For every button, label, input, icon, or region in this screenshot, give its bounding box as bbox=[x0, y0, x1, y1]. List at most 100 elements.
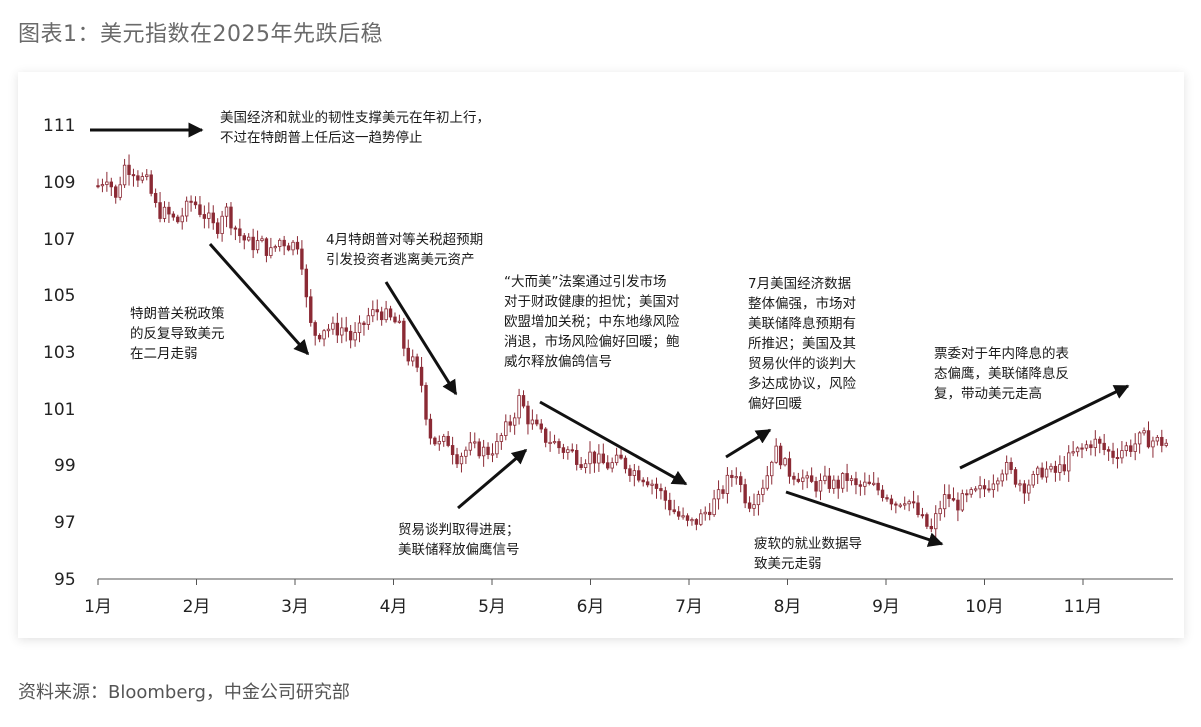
x-tick-label: 11月 bbox=[1064, 597, 1103, 617]
candle-body bbox=[322, 330, 326, 340]
candle-body bbox=[273, 246, 277, 249]
candle-body bbox=[477, 441, 481, 457]
candle-body bbox=[229, 206, 233, 229]
candle-body bbox=[969, 489, 973, 495]
candle-body bbox=[778, 445, 783, 466]
candle-body bbox=[145, 174, 149, 177]
candle-body bbox=[220, 215, 224, 234]
chart-canvas: 95 97 99 101 103 105 107 109 111 1月 2月 3月 4… bbox=[43, 116, 1173, 617]
candle-body bbox=[840, 473, 845, 489]
candle-body bbox=[1009, 461, 1013, 471]
candle-body bbox=[614, 454, 619, 464]
candle-body bbox=[619, 454, 623, 459]
candle-body bbox=[96, 185, 100, 188]
candle-body bbox=[543, 428, 548, 443]
candle-body bbox=[348, 330, 353, 341]
candle-body bbox=[344, 327, 348, 332]
candle-body bbox=[300, 248, 304, 270]
candle-body bbox=[597, 453, 601, 464]
candle-body bbox=[331, 322, 335, 330]
candle-body bbox=[978, 485, 982, 490]
candlestick-series bbox=[96, 154, 1168, 539]
candle-body bbox=[1000, 473, 1004, 482]
candle-body bbox=[1035, 467, 1040, 475]
candle-body bbox=[907, 501, 911, 505]
arrow-april-tariff bbox=[384, 281, 458, 396]
candle-body bbox=[238, 228, 242, 237]
candle-body bbox=[535, 419, 539, 425]
candle-body bbox=[747, 502, 752, 509]
candle-body bbox=[575, 450, 579, 465]
candle-body bbox=[411, 356, 415, 362]
candle-body bbox=[247, 236, 251, 241]
candle-body bbox=[521, 395, 526, 407]
x-tick-label: 6月 bbox=[577, 597, 605, 617]
candle-body bbox=[583, 463, 588, 468]
y-tick-label: 107 bbox=[43, 230, 75, 250]
candle-body bbox=[340, 327, 344, 336]
candle-body bbox=[1075, 447, 1080, 453]
y-tick-label: 109 bbox=[43, 173, 75, 193]
candle-body bbox=[654, 483, 659, 489]
candle-body bbox=[863, 481, 867, 487]
candle-body bbox=[424, 384, 428, 420]
candle-body bbox=[1080, 447, 1084, 450]
arrow-hawkish-voters bbox=[959, 384, 1130, 470]
candle-body bbox=[464, 449, 468, 457]
candle-body bbox=[628, 468, 632, 476]
candle-body bbox=[792, 475, 796, 480]
candle-body bbox=[481, 446, 486, 457]
candle-body bbox=[650, 483, 654, 486]
candle-body bbox=[765, 475, 770, 489]
candle-body bbox=[681, 515, 685, 518]
candle-body bbox=[353, 332, 357, 341]
candle-body bbox=[136, 175, 140, 181]
candle-body bbox=[951, 498, 956, 501]
candle-body bbox=[663, 490, 668, 501]
candle-body bbox=[180, 215, 184, 223]
candle-body bbox=[987, 488, 991, 491]
candle-body bbox=[304, 268, 309, 298]
candle-body bbox=[1102, 442, 1106, 450]
candle-body bbox=[854, 478, 858, 486]
candle-body bbox=[193, 201, 198, 206]
x-tick-label: 10月 bbox=[965, 597, 1004, 617]
candle-body bbox=[938, 508, 942, 515]
candle-body bbox=[982, 485, 987, 490]
candle-body bbox=[140, 176, 145, 181]
candle-body bbox=[207, 212, 211, 219]
candle-body bbox=[925, 514, 929, 527]
candle-body bbox=[659, 488, 663, 492]
candle-body bbox=[211, 212, 215, 224]
candle-body bbox=[898, 504, 902, 507]
candle-body bbox=[1129, 445, 1133, 452]
y-tick-label: 105 bbox=[43, 286, 75, 306]
candle-body bbox=[725, 474, 730, 494]
candle-body bbox=[929, 525, 934, 530]
annotation-feb-tariff: 特朗普关税政策 的反复导致美元 在二月走弱 bbox=[130, 306, 225, 362]
candle-body bbox=[450, 445, 455, 456]
candle-body bbox=[592, 451, 597, 464]
candle-body bbox=[437, 440, 442, 445]
candle-body bbox=[255, 240, 260, 251]
candle-body bbox=[1031, 474, 1035, 486]
candle-body bbox=[761, 487, 765, 495]
candle-body bbox=[393, 316, 397, 323]
candle-body bbox=[189, 200, 193, 203]
candle-body bbox=[805, 475, 809, 479]
candle-body bbox=[122, 164, 127, 186]
candle-body bbox=[1089, 444, 1093, 449]
candle-body bbox=[1106, 449, 1111, 452]
candle-body bbox=[920, 514, 925, 517]
candle-body bbox=[397, 320, 402, 323]
candle-body bbox=[1040, 467, 1044, 478]
candle-body bbox=[375, 309, 379, 313]
candle-body bbox=[601, 453, 606, 464]
candle-body bbox=[251, 236, 255, 251]
candle-body bbox=[1142, 430, 1146, 434]
candle-body bbox=[335, 322, 340, 336]
candle-body bbox=[109, 181, 113, 188]
candle-body bbox=[774, 445, 778, 463]
candle-body bbox=[131, 174, 136, 177]
candle-body bbox=[911, 501, 916, 504]
